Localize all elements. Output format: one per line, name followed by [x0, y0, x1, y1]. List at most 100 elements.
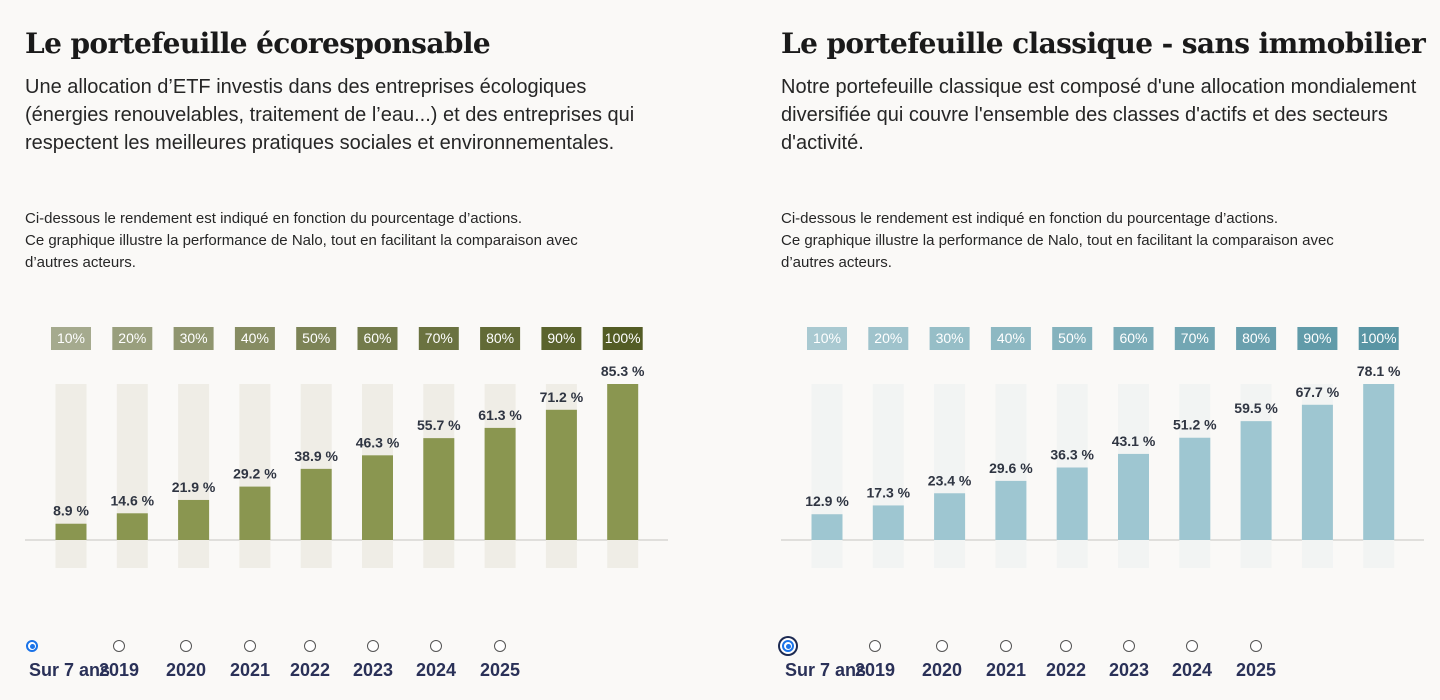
radio-button[interactable]: [936, 640, 948, 652]
bar-value-label: 23.4 %: [928, 472, 972, 488]
bar-value-label: 12.9 %: [805, 493, 849, 509]
radio-label: 2019: [98, 660, 140, 680]
performance-bar: [1363, 384, 1395, 540]
chart-note-line: Ce graphique illustre la performance de …: [25, 232, 578, 249]
radio-label: 2021: [229, 660, 271, 680]
period-option-2020[interactable]: 2020: [141, 638, 231, 681]
equity-pct-box: [868, 327, 909, 350]
radio-button[interactable]: [1186, 640, 1198, 652]
radio-button[interactable]: [304, 640, 316, 652]
equity-pct-label: 90%: [1303, 330, 1331, 346]
period-selector: Sur 7 ans 2019 2020 2021 2022 2023 2024 2025: [781, 638, 1440, 698]
radio-button[interactable]: [26, 640, 38, 652]
period-option-2020[interactable]: 2020: [897, 638, 987, 681]
radio-label: 2021: [985, 660, 1027, 680]
bar-value-label: 55.7 %: [417, 417, 461, 433]
period-option-2022[interactable]: 2022: [265, 638, 355, 681]
equity-pct-box: [1297, 327, 1338, 350]
equity-pct-box: [296, 327, 337, 350]
equity-pct-box: [51, 327, 91, 350]
performance-bar: [995, 480, 1027, 540]
performance-bar: [116, 513, 148, 540]
period-option-2021[interactable]: 2021: [961, 638, 1051, 681]
performance-bar: [423, 438, 455, 540]
radio-label: 2024: [1171, 660, 1213, 680]
equity-pct-label: 30%: [936, 330, 964, 346]
radio-button[interactable]: [1000, 640, 1012, 652]
performance-bar: [1301, 404, 1333, 540]
period-option-seven-years[interactable]: Sur 7 ans: [25, 638, 115, 681]
equity-pct-label: 10%: [813, 330, 841, 346]
equity-pct-box: [541, 327, 582, 350]
radio-button[interactable]: [782, 640, 794, 652]
performance-bar: [239, 486, 271, 540]
equity-pct-label: 40%: [241, 330, 269, 346]
bar-value-label: 8.9 %: [53, 503, 89, 519]
equity-pct-label: 60%: [1119, 330, 1147, 346]
radio-button[interactable]: [1250, 640, 1262, 652]
period-option-2024[interactable]: 2024: [1147, 638, 1237, 681]
radio-button[interactable]: [430, 640, 442, 652]
equity-pct-box: [1358, 327, 1399, 350]
bar-value-label: 46.3 %: [356, 434, 400, 450]
period-option-2023[interactable]: 2023: [1084, 638, 1174, 681]
panel-title: Le portefeuille classique - sans immobil…: [781, 26, 1426, 60]
performance-bar: [872, 505, 904, 540]
performance-bar: [362, 455, 393, 540]
radio-label: 2022: [1045, 660, 1087, 680]
bar-value-label: 29.2 %: [233, 466, 277, 482]
period-option-2019[interactable]: 2019: [74, 638, 164, 681]
equity-pct-label: 50%: [302, 330, 330, 346]
equity-pct-label: 10%: [57, 330, 85, 346]
equity-pct-box: [112, 327, 153, 350]
radio-button[interactable]: [869, 640, 881, 652]
performance-bar: [607, 384, 639, 540]
classic-portfolio-panel: Le portefeuille classique - sans immobil…: [781, 0, 1440, 700]
equity-pct-box: [1236, 327, 1277, 350]
period-option-2023[interactable]: 2023: [328, 638, 418, 681]
period-option-2021[interactable]: 2021: [205, 638, 295, 681]
classic-performance-chart: 10% 12.9 % 20% 17.3 % 30% 23.4 % 40% 29.6 % 50% 3…: [781, 327, 1424, 568]
bar-value-label: 29.6 %: [989, 460, 1033, 476]
radio-button[interactable]: [244, 640, 256, 652]
eco-portfolio-panel: Le portefeuille écoresponsable Une alloc…: [25, 0, 685, 700]
radio-button[interactable]: [180, 640, 192, 652]
period-option-2025[interactable]: 2025: [1211, 638, 1301, 681]
radio-button[interactable]: [494, 640, 506, 652]
radio-label: 2020: [165, 660, 207, 680]
period-option-2019[interactable]: 2019: [830, 638, 920, 681]
performance-bar: [1240, 421, 1272, 540]
period-option-2024[interactable]: 2024: [391, 638, 481, 681]
performance-bar: [1179, 437, 1211, 540]
bar-value-label: 51.2 %: [1173, 417, 1217, 433]
bar-value-label: 38.9 %: [294, 448, 338, 464]
equity-pct-label: 100%: [1361, 330, 1397, 346]
equity-pct-box: [1052, 327, 1093, 350]
radio-button[interactable]: [1060, 640, 1072, 652]
equity-pct-label: 80%: [486, 330, 514, 346]
equity-pct-box: [234, 327, 275, 350]
bar-value-label: 61.3 %: [478, 407, 522, 423]
bar-track: [55, 384, 87, 568]
chart-note-line: Ci-dessous le rendement est indiqué en f…: [781, 210, 1278, 227]
bar-value-label: 67.7 %: [1296, 384, 1340, 400]
bar-value-label: 43.1 %: [1112, 433, 1156, 449]
bar-track: [116, 384, 148, 568]
equity-pct-box: [418, 327, 459, 350]
equity-pct-label: 90%: [547, 330, 575, 346]
radio-label: 2023: [1108, 660, 1150, 680]
radio-button[interactable]: [367, 640, 379, 652]
period-option-2025[interactable]: 2025: [455, 638, 545, 681]
equity-pct-box: [990, 327, 1031, 350]
period-option-2022[interactable]: 2022: [1021, 638, 1111, 681]
equity-pct-box: [602, 327, 643, 350]
bar-value-label: 17.3 %: [867, 484, 911, 500]
radio-button[interactable]: [113, 640, 125, 652]
period-option-seven-years[interactable]: Sur 7 ans: [781, 638, 871, 681]
radio-button[interactable]: [1123, 640, 1135, 652]
equity-pct-label: 20%: [874, 330, 902, 346]
equity-pct-box: [807, 327, 847, 350]
bar-value-label: 78.1 %: [1357, 363, 1401, 379]
performance-bar: [484, 427, 516, 540]
equity-pct-box: [1113, 327, 1154, 350]
